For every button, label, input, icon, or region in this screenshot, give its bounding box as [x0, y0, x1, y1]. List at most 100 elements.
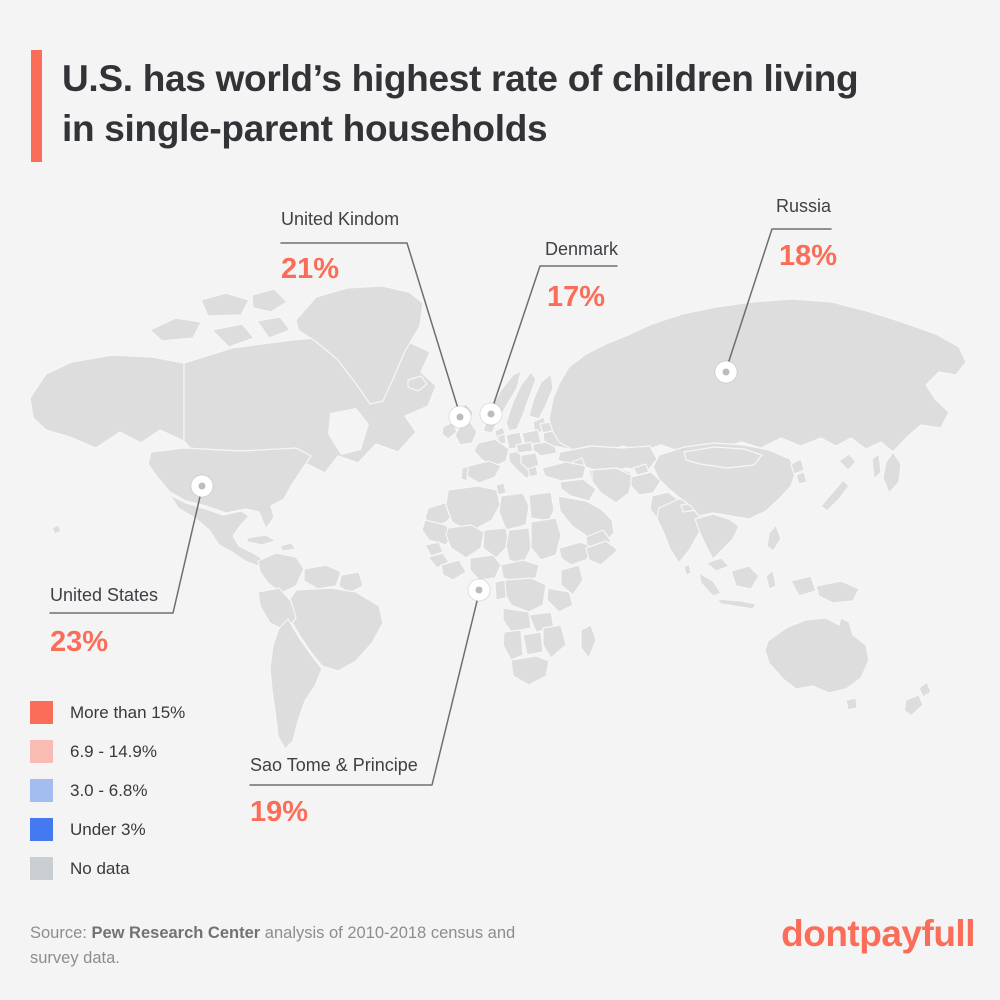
country-drc	[503, 577, 547, 613]
map-marker-sao-tome	[467, 578, 491, 602]
legend-swatch-6-9-14-9	[30, 740, 53, 763]
country-south-korea	[795, 471, 808, 485]
annotation-label-sao-tome: Sao Tome & Principe	[250, 755, 418, 775]
country-indonesia	[790, 575, 817, 597]
annotation-label-russia: Russia	[776, 196, 832, 216]
country-cameroon-car	[500, 559, 540, 583]
country-colombia	[257, 552, 305, 594]
country-sweden	[505, 371, 537, 432]
country-mali	[445, 524, 485, 559]
country-indonesia	[765, 569, 777, 590]
country-madagascar	[580, 624, 597, 659]
country-greece	[527, 465, 539, 478]
country-mexico-central-america	[169, 494, 264, 567]
country-spain	[466, 460, 502, 484]
annotation-value-united-states: 23%	[50, 626, 109, 658]
map-marker-united-states	[190, 474, 214, 498]
country-turkey	[541, 461, 587, 482]
country-iceland	[407, 375, 428, 392]
country-united-states	[147, 447, 312, 530]
country-south-africa	[510, 655, 550, 686]
country-russia	[548, 298, 967, 453]
legend-item-under-3: Under 3%	[30, 818, 185, 841]
country-sri-lanka	[683, 563, 692, 576]
country-niger	[482, 527, 510, 559]
country-cote-divoire-ghana	[440, 559, 467, 581]
leader-line-sao-tome	[249, 592, 480, 786]
country-papua-new-guinea	[815, 580, 860, 604]
country-iran	[591, 467, 634, 504]
country-sudan	[530, 517, 562, 561]
country-gabon-congo	[494, 579, 507, 601]
annotation-value-united-kingdom: 21%	[281, 253, 340, 285]
country-indonesia	[716, 598, 757, 610]
country-australia	[764, 617, 870, 694]
country-venezuela	[303, 564, 342, 590]
country-arctic-islands	[251, 288, 288, 313]
leader-line-united-kingdom	[280, 242, 461, 416]
country-algeria	[445, 485, 501, 533]
leader-line-united-states	[49, 487, 203, 614]
title-accent-bar	[31, 50, 42, 162]
annotation-label-denmark: Denmark	[545, 239, 619, 259]
country-tunisia	[495, 482, 507, 496]
annotation-label-united-kingdom: United Kindom	[281, 209, 400, 229]
country-mauritania	[421, 519, 454, 546]
country-indonesia	[698, 572, 722, 597]
country-alaska	[29, 354, 185, 449]
dontpayfull-logo: dontpayfull	[781, 913, 975, 954]
country-arctic-islands	[211, 323, 255, 348]
source-suffix: analysis of 2010-2018 census and survey …	[30, 924, 516, 967]
country-indonesia	[730, 565, 760, 590]
country-czech-austria	[515, 441, 534, 454]
legend-swatch-no-data	[30, 857, 53, 880]
country-portugal	[460, 465, 469, 482]
country-new-zealand	[903, 694, 924, 717]
country-angola	[502, 607, 532, 633]
country-namibia	[502, 629, 524, 661]
country-mongolia	[683, 446, 763, 469]
country-somalia	[585, 540, 619, 566]
country-botswana	[522, 631, 544, 656]
country-malaysia	[705, 557, 730, 572]
country-ethiopia	[558, 541, 594, 566]
legend-label: No data	[70, 858, 130, 878]
country-france	[473, 438, 510, 468]
leader-line-russia	[725, 228, 832, 371]
map-marker-russia	[714, 360, 738, 384]
country-syria-iraq	[559, 478, 597, 502]
legend-label: 3.0 - 6.8%	[70, 780, 148, 800]
country-china	[652, 442, 797, 520]
country-russia-sakhalin	[871, 453, 882, 480]
country-zimbabwe-mozambique	[542, 624, 567, 659]
country-arctic-islands	[200, 292, 250, 317]
country-hawaii	[51, 524, 62, 535]
source-org: Pew Research Center	[91, 924, 261, 942]
country-cuba	[245, 534, 277, 546]
country-hispaniola	[279, 542, 297, 552]
annotation-value-denmark: 17%	[547, 281, 606, 313]
country-kenya	[560, 564, 584, 596]
country-russia-kamchatka	[882, 451, 902, 494]
hudson-bay-sea	[328, 408, 369, 455]
legend-label: Under 3%	[70, 819, 146, 839]
legend-item-3-0-6-8: 3.0 - 6.8%	[30, 779, 185, 802]
annotation-value-sao-tome: 19%	[250, 796, 309, 828]
country-libya	[498, 492, 530, 531]
legend-item-no-data: No data	[30, 857, 185, 880]
legend-swatch-under-3	[30, 818, 53, 841]
country-argentina-chile-bolivia	[269, 618, 323, 750]
country-senegal	[424, 541, 444, 557]
page-title-line2: in single-parent households	[62, 108, 548, 149]
country-japan	[838, 453, 857, 471]
map-legend: More than 15% 6.9 - 14.9% 3.0 - 6.8% Und…	[30, 701, 185, 896]
page-title-line1: U.S. has world’s highest rate of childre…	[62, 58, 859, 99]
country-finland	[528, 373, 554, 420]
legend-label: 6.9 - 14.9%	[70, 741, 157, 761]
country-afghanistan	[630, 471, 662, 496]
legend-item-more-than-15: More than 15%	[30, 701, 185, 724]
source-note: Source: Pew Research Center analysis of …	[30, 921, 530, 971]
country-new-zealand	[918, 681, 932, 698]
legend-item-6-9-14-9: 6.9 - 14.9%	[30, 740, 185, 763]
